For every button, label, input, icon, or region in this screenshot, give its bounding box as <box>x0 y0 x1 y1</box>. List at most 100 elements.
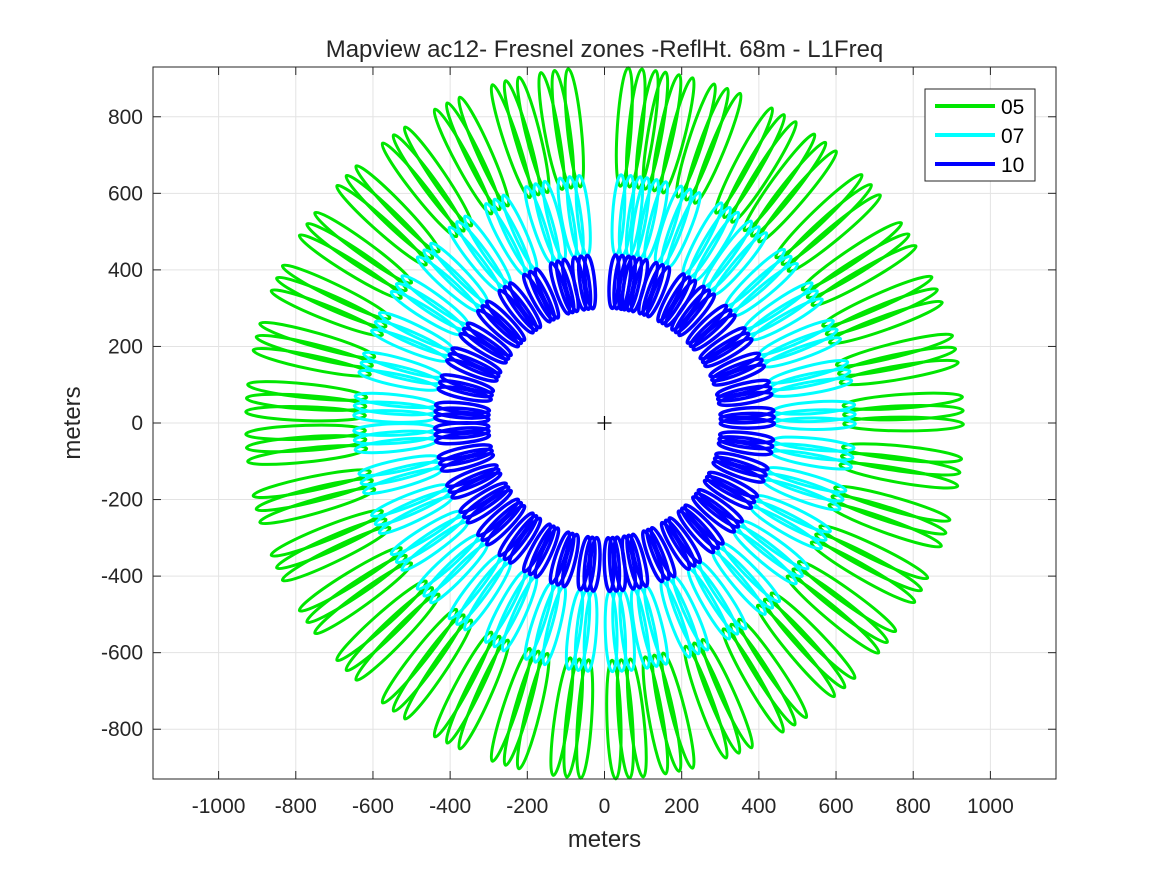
fresnel-ellipse <box>533 267 561 320</box>
fresnel-ellipse <box>480 303 524 346</box>
fresnel-ellipse <box>704 474 757 505</box>
fresnel-ellipse <box>785 574 881 655</box>
fresnel-ellipse <box>645 527 671 581</box>
y-tick-label: 200 <box>108 335 143 358</box>
x-tick-label: 400 <box>741 795 776 818</box>
fresnel-ellipse <box>576 254 593 312</box>
fresnel-ellipse <box>489 646 533 763</box>
fresnel-ellipse <box>549 656 575 777</box>
fresnel-ellipse <box>645 265 672 319</box>
fresnel-ellipse <box>796 559 898 634</box>
legend-label: 05 <box>1001 96 1024 119</box>
fresnel-ellipse <box>677 292 717 338</box>
fresnel-ellipse <box>842 403 965 422</box>
fresnel-ellipse <box>791 567 889 645</box>
fresnel-ellipse <box>762 597 847 690</box>
fresnel-ellipse <box>305 221 408 293</box>
fresnel-ellipse <box>679 506 721 551</box>
fresnel-ellipse <box>461 484 511 520</box>
fresnel-ellipse <box>537 71 566 191</box>
fresnel-ellipse <box>660 76 696 195</box>
fresnel-ellipse <box>749 140 828 238</box>
x-tick-label: 0 <box>599 795 611 818</box>
fresnel-ellipse <box>641 262 666 317</box>
fresnel-ellipse <box>432 107 494 216</box>
fresnel-ellipse <box>305 553 408 625</box>
legend-label: 10 <box>1001 154 1024 177</box>
fresnel-ellipse <box>830 493 948 536</box>
fresnel-ellipse <box>548 530 572 585</box>
fresnel-ellipse <box>614 66 634 188</box>
fresnel-ellipse <box>432 630 494 739</box>
fresnel-ellipse <box>280 263 392 321</box>
legend: 05 07 10 <box>924 88 1036 182</box>
fresnel-ellipse <box>275 517 388 571</box>
fresnel-ellipse <box>402 618 474 721</box>
fresnel-ellipse <box>244 405 367 423</box>
fresnel-ellipse <box>275 275 388 329</box>
fresnel-ellipse <box>391 133 466 233</box>
fresnel-ellipse <box>715 384 773 403</box>
fresnel-ellipse <box>447 351 501 379</box>
fresnel-ellipse <box>692 91 743 205</box>
fresnel-ellipse <box>841 442 964 464</box>
fresnel-ellipse <box>380 141 459 239</box>
fresnel-ellipse <box>711 459 766 484</box>
fresnel-ellipse <box>433 400 492 415</box>
fresnel-ellipse <box>833 484 952 523</box>
fresnel-ellipse <box>582 253 598 311</box>
fresnel-ellipse <box>722 113 787 220</box>
fresnel-ellipse <box>834 332 954 368</box>
fresnel-ellipse <box>246 444 369 466</box>
fresnel-ellipse <box>800 220 903 292</box>
fresnel-ellipse <box>254 333 374 369</box>
fresnel-ellipse <box>258 320 377 360</box>
fresnel-ellipse <box>502 79 542 197</box>
fresnel-ellipse <box>515 651 551 771</box>
x-tick-label: -600 <box>352 795 394 818</box>
fresnel-ellipse <box>713 106 775 215</box>
fresnel-ellipse <box>244 434 368 454</box>
x-tick-label: 200 <box>664 795 699 818</box>
fresnel-ellipse <box>297 546 403 613</box>
fresnel-ellipse <box>634 69 660 190</box>
fresnel-ellipse <box>651 73 683 193</box>
y-tick-label: -800 <box>101 718 143 741</box>
fresnel-ellipse <box>755 603 837 699</box>
fresnel-ellipse <box>683 644 729 760</box>
fresnel-ellipse <box>297 233 403 300</box>
axis-ticks: -1000 -800 -600 -400 -200 0 200 400 600 800 1000 -8… <box>101 67 1056 818</box>
fresnel-ellipse <box>502 284 539 333</box>
fresnel-ellipse <box>244 423 367 441</box>
fresnel-ellipse <box>433 406 491 420</box>
fresnel-ellipse <box>660 275 692 326</box>
fresnel-ellipse <box>244 392 368 412</box>
fresnel-ellipse <box>673 288 712 335</box>
fresnel-ellipse <box>663 518 697 568</box>
series-05 <box>244 66 965 781</box>
fresnel-ellipse <box>828 299 944 346</box>
fresnel-ellipse <box>769 591 857 680</box>
fresnel-ellipse <box>824 287 939 337</box>
fresnel-ellipse <box>436 443 493 461</box>
fresnel-ellipse <box>691 641 742 755</box>
fresnel-ellipse <box>344 586 435 673</box>
fresnel-ellipse <box>484 299 527 343</box>
fresnel-ellipse <box>313 561 414 636</box>
fresnel-ellipse <box>335 183 428 267</box>
fresnel-ellipse <box>458 481 508 515</box>
fresnel-ellipse <box>439 373 496 394</box>
fresnel-ellipse <box>774 173 864 260</box>
fresnel-ellipse <box>693 491 741 529</box>
x-axis-label: meters <box>568 826 641 853</box>
y-axis-label: meters <box>59 386 86 459</box>
fresnel-ellipse <box>841 391 964 411</box>
x-tick-label: -200 <box>506 795 548 818</box>
fresnel-ellipse <box>602 536 616 594</box>
fresnel-ellipse <box>757 149 839 244</box>
fresnel-ellipse <box>700 637 754 750</box>
fresnel-ellipse <box>839 452 962 477</box>
fresnel-ellipse <box>676 509 716 555</box>
fresnel-ellipse <box>251 346 372 378</box>
